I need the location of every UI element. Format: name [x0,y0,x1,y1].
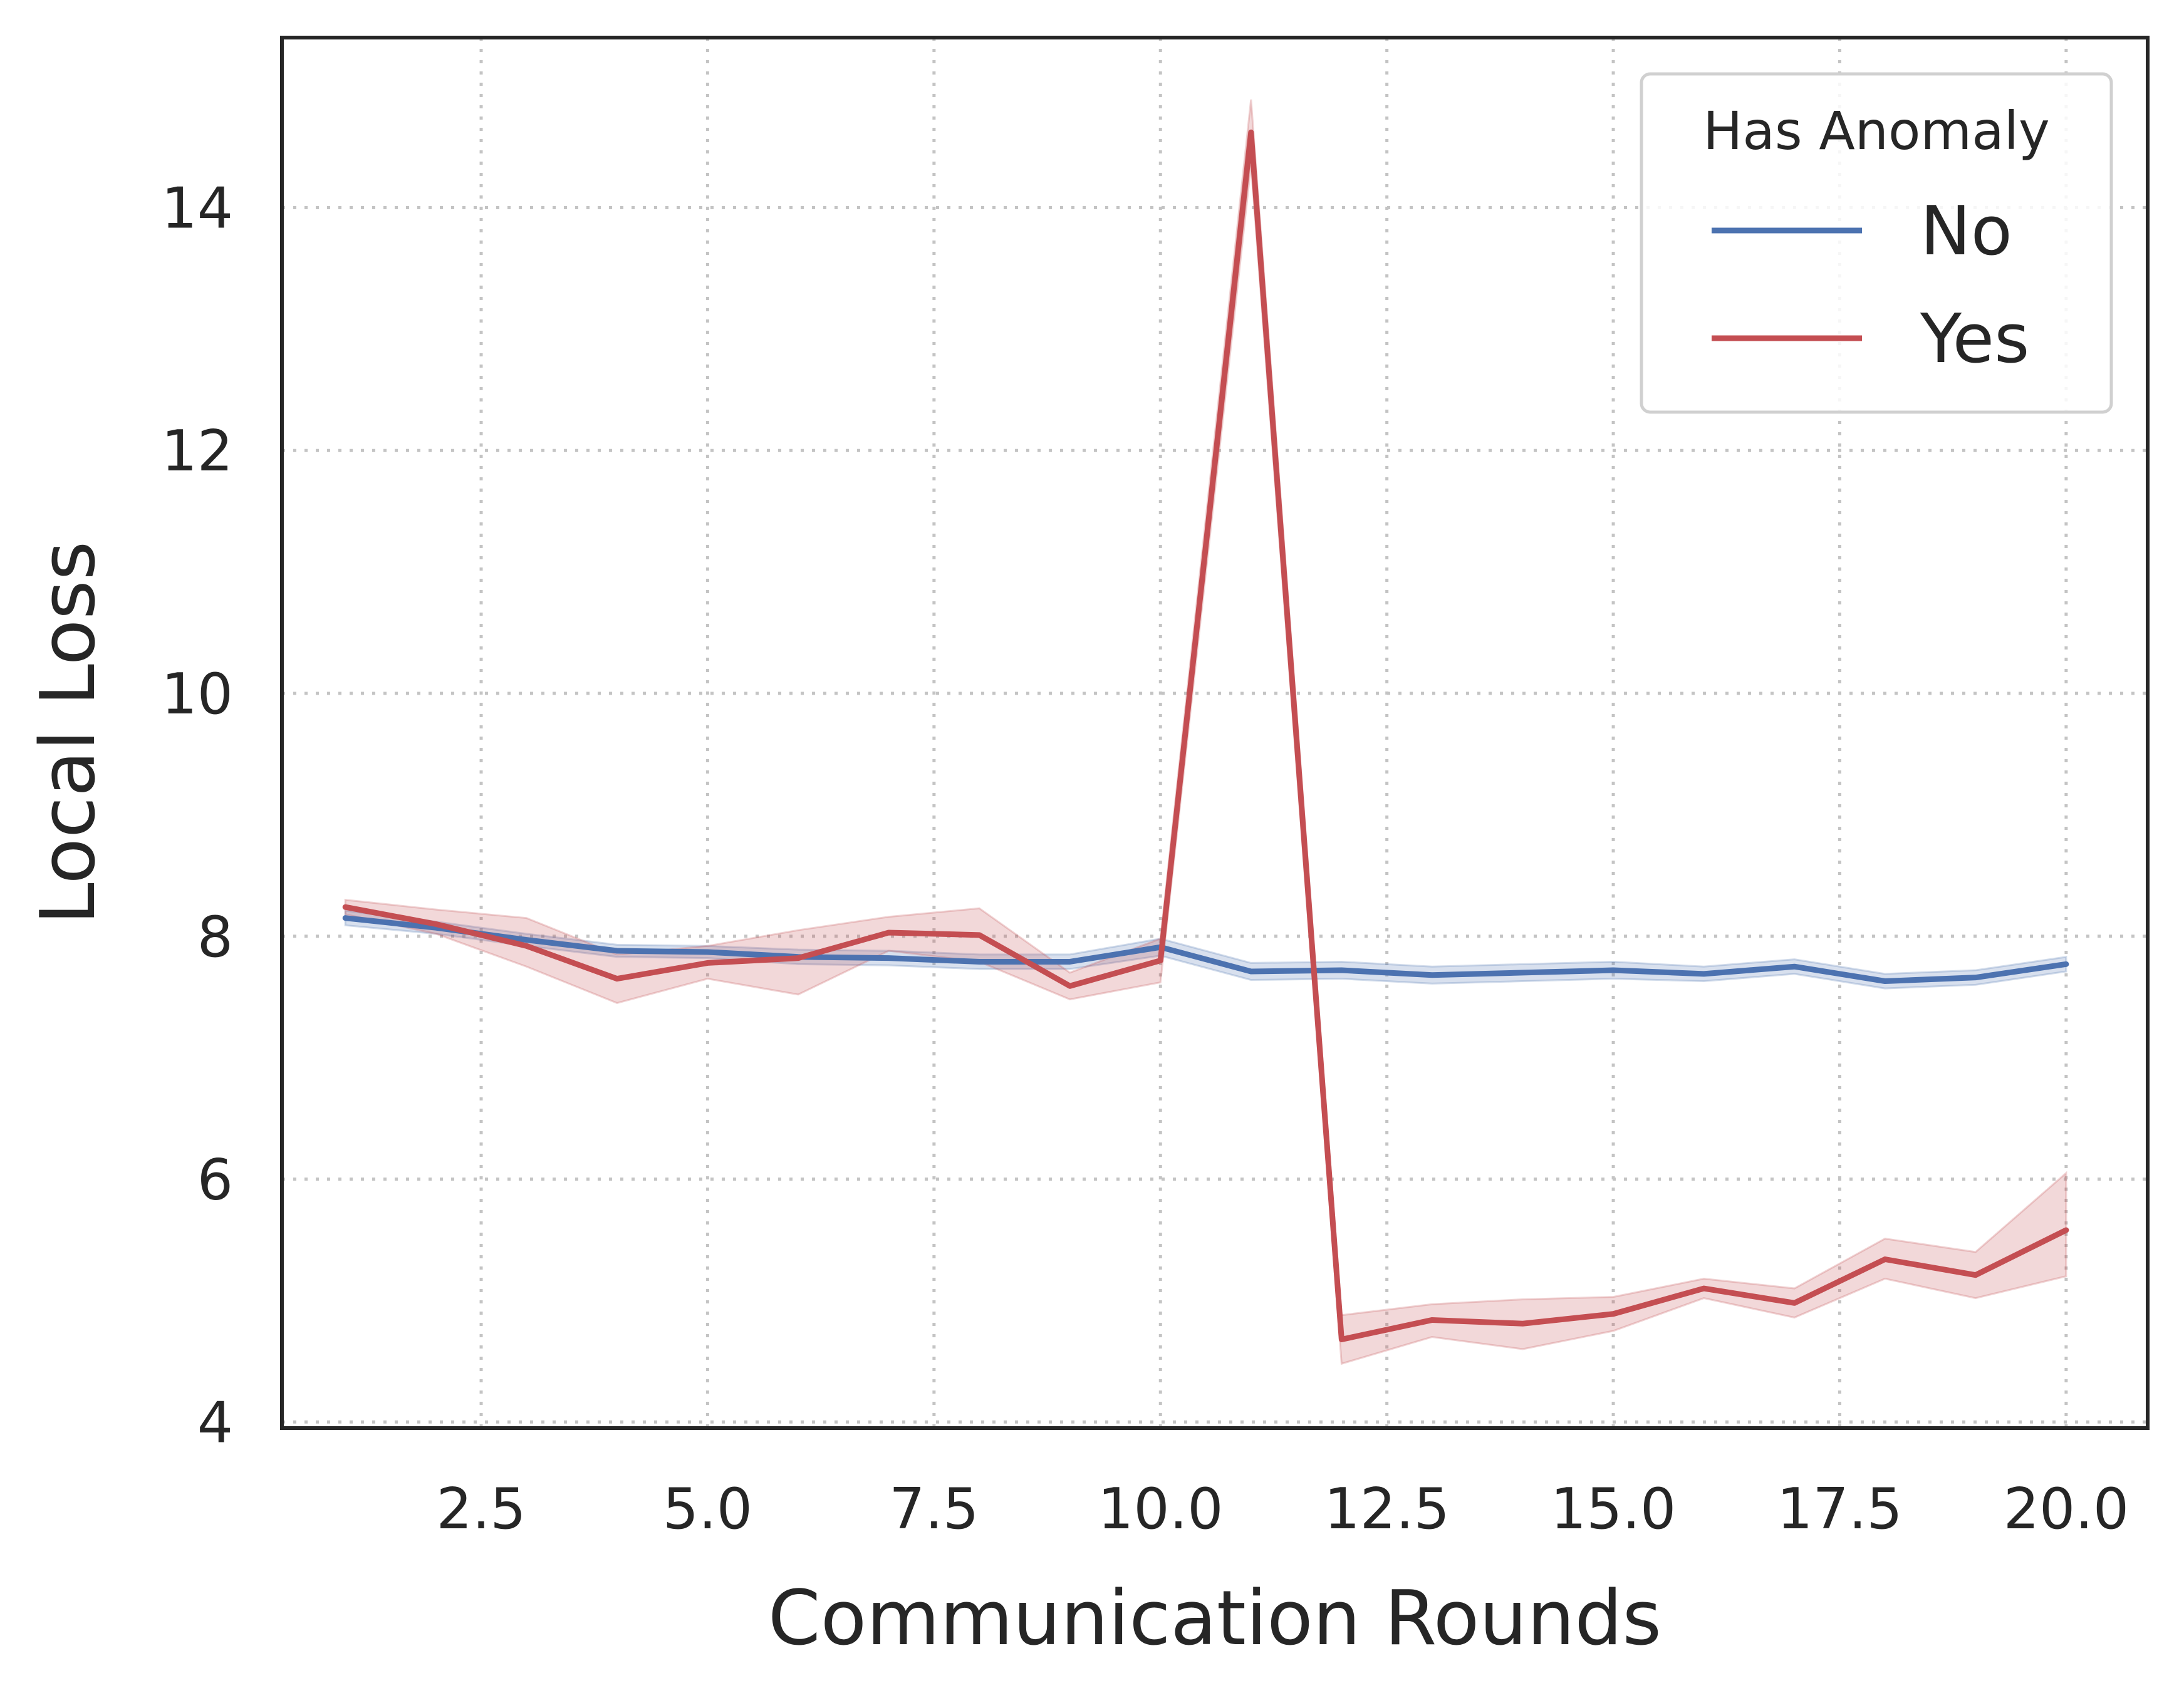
x-tick-label: 10.0 [1098,1476,1223,1542]
x-tick-label: 7.5 [889,1476,979,1542]
data-point-yes [1703,1288,1705,1289]
y-tick-label: 10 [161,661,233,727]
x-axis-ticks: 2.5 5.0 7.5 10.0 12.5 15.0 17.5 20.0 [436,1476,2129,1542]
data-point-yes [888,932,890,933]
y-tick-label: 6 [197,1147,233,1213]
x-axis-label: Communication Rounds [768,1575,1661,1662]
data-point-yes [1160,960,1161,961]
data-point-no [1613,970,1614,971]
y-tick-label: 8 [197,904,233,970]
data-point-yes [1522,1323,1524,1324]
data-point-no [1794,966,1795,967]
plot-frame [280,36,2150,1430]
legend-box [1640,72,2113,414]
legend-label-no: No [1920,192,2012,271]
y-tick-label: 4 [197,1390,233,1456]
plot-area [280,36,2150,1430]
y-tick-label: 14 [161,175,233,241]
x-tick-label: 15.0 [1551,1476,1676,1542]
data-point-no [1522,972,1524,973]
y-tick-label: 12 [161,418,233,484]
data-point-yes [1341,1338,1342,1340]
data-point-no [707,951,708,953]
data-point-yes [1613,1313,1614,1315]
legend-title: Has Anomaly [1703,100,2050,162]
band-yes [344,99,2067,1365]
data-point-no [1341,970,1342,971]
x-tick-label: 17.5 [1777,1476,1902,1542]
series-line-no [342,915,2069,984]
data-point-yes [616,978,618,980]
y-axis-ticks: 4 6 8 10 12 14 [161,175,233,1456]
legend: Has Anomaly No Yes [1640,72,2113,414]
data-point-no [1975,977,1976,978]
x-tick-label: 12.5 [1324,1476,1449,1542]
data-point-no [1703,973,1705,975]
x-tick-label: 20.0 [2004,1476,2129,1542]
y-axis-label: Local Loss [25,541,112,924]
x-tick-label: 5.0 [663,1476,752,1542]
x-tick-label: 2.5 [436,1476,526,1542]
legend-items: No Yes [1712,192,2029,378]
data-point-yes [345,906,346,908]
legend-label-yes: Yes [1920,300,2029,378]
series-line-yes [342,129,2069,1342]
series-lines [342,129,2069,1342]
data-point-no [979,961,980,962]
data-point-no [1069,961,1071,962]
